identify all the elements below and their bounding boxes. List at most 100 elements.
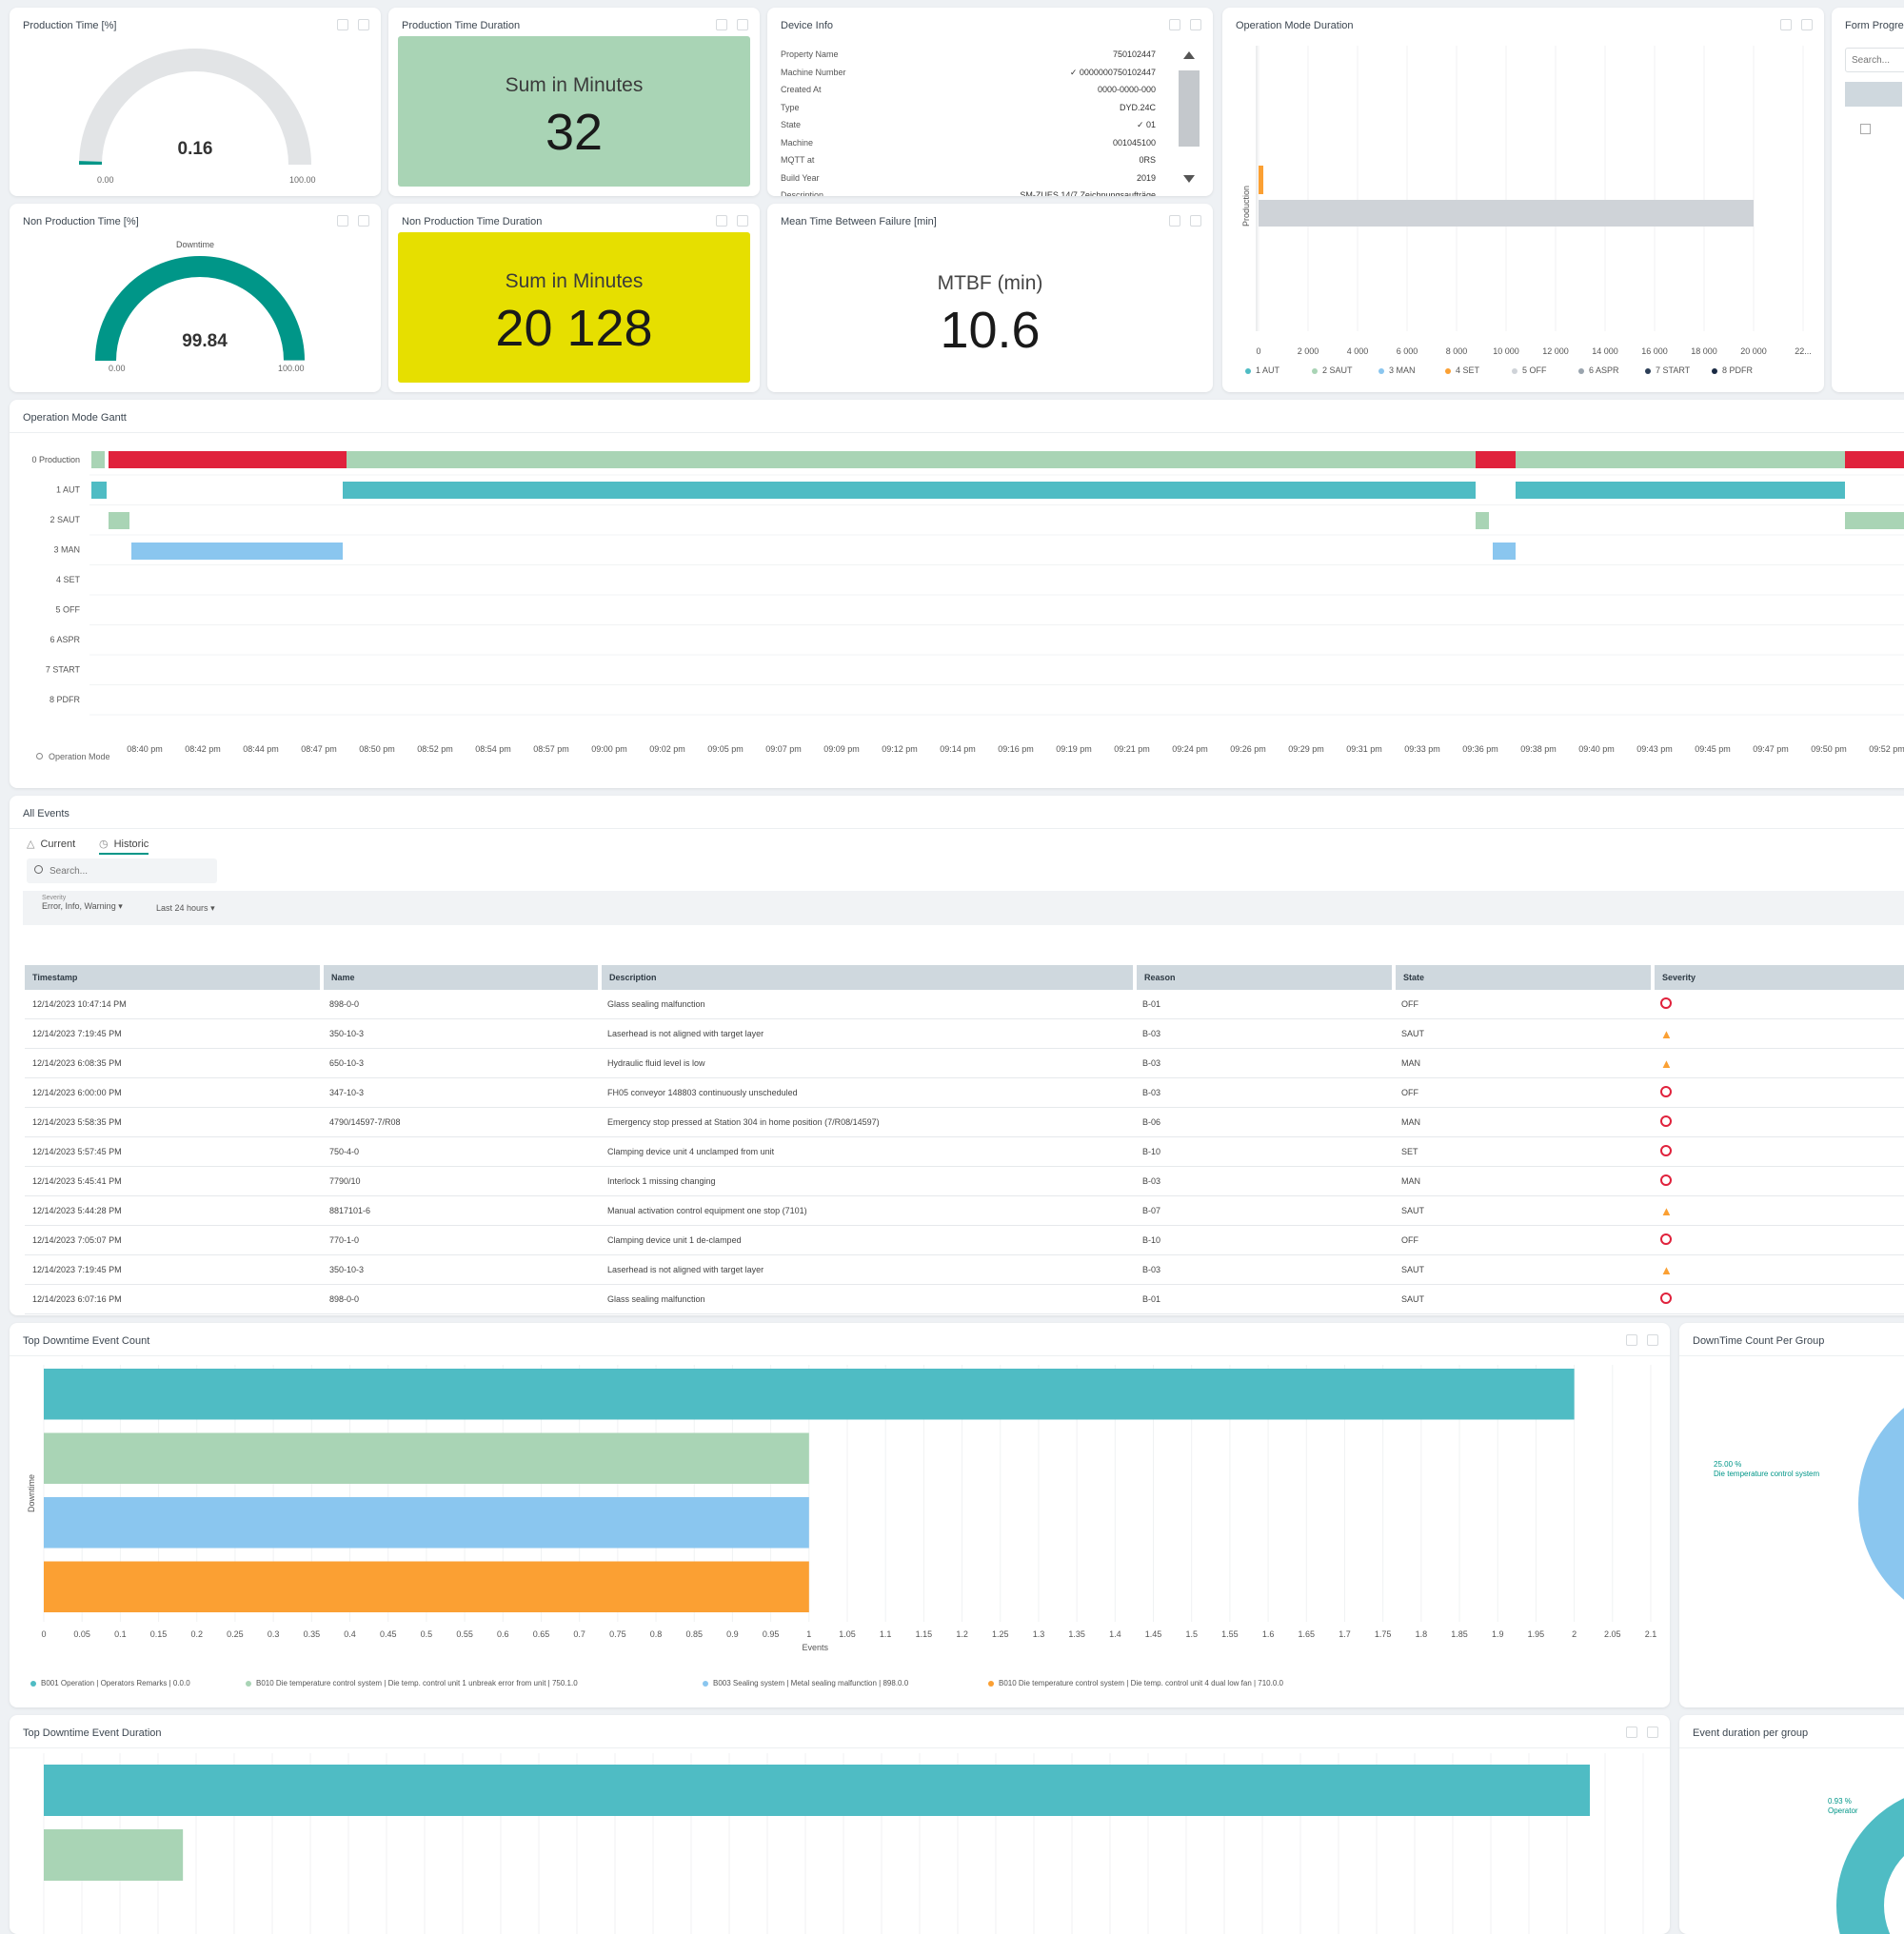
events-search-input[interactable] <box>27 858 217 883</box>
device-info-row: Created At 0000-0000-000 <box>781 85 1156 102</box>
expand-icon[interactable] <box>1626 1334 1637 1346</box>
table-row[interactable]: 12/14/2023 7:19:45 PM 350-10-3 Laserhead i… <box>25 1254 1904 1285</box>
tile-label: Sum in Minutes <box>505 270 644 292</box>
table-row[interactable]: 12/14/2023 5:44:28 PM 8817101-6 Manual act… <box>25 1195 1904 1226</box>
legend-item[interactable]: 1 AUT <box>1245 365 1279 375</box>
non-production-time-gauge-card: Non Production Time [%] Downtime 99.84 0… <box>10 204 381 392</box>
table-row[interactable]: 12/14/2023 7:05:07 PM 770-1-0 Clamping dev… <box>25 1225 1904 1255</box>
column-header[interactable]: Name <box>322 965 602 990</box>
cell-severity <box>1653 990 1904 1019</box>
scroll-down-icon[interactable] <box>1183 175 1195 183</box>
legend-item[interactable]: B010 Die temperature control system | Di… <box>988 1679 1283 1687</box>
gantt-legend[interactable]: Operation Mode <box>36 752 110 761</box>
legend-item[interactable]: 7 START <box>1645 365 1690 375</box>
expand-icon[interactable] <box>716 19 727 30</box>
bar[interactable] <box>44 1765 1590 1816</box>
gantt-time-label: 09:31 pm <box>1346 744 1382 754</box>
cell-ts: 12/14/2023 7:19:45 PM <box>25 1254 322 1285</box>
filter-value: Error, Info, Warning <box>42 901 116 911</box>
cell-severity <box>1653 1225 1904 1255</box>
cell-name: 898-0-0 <box>322 1284 600 1314</box>
legend-item[interactable]: 5 OFF <box>1512 365 1547 375</box>
settings-icon[interactable] <box>358 19 369 30</box>
settings-icon[interactable] <box>1647 1334 1658 1346</box>
gantt-time-label: 09:19 pm <box>1056 744 1092 754</box>
expand-icon[interactable] <box>1169 215 1180 227</box>
x-tick-label: 0.2 <box>191 1629 204 1639</box>
expand-icon[interactable] <box>337 215 348 227</box>
form-search-input[interactable] <box>1845 48 1904 72</box>
settings-icon[interactable] <box>1190 19 1201 30</box>
legend-item[interactable]: 2 SAUT <box>1312 365 1353 375</box>
bar[interactable] <box>44 1432 809 1485</box>
x-ticks: 0 2 000 4 000 6 000 8 000 10 000 12 000 14 000 1… <box>1256 346 1811 356</box>
pie-slice[interactable] <box>1858 1408 1904 1600</box>
table-row[interactable]: 12/14/2023 6:07:16 PM 898-0-0 Glass sealin… <box>25 1284 1904 1314</box>
settings-icon[interactable] <box>737 215 748 227</box>
expand-icon[interactable] <box>1626 1727 1637 1738</box>
bar[interactable] <box>44 1829 184 1881</box>
legend-item[interactable]: 8 PDFR <box>1712 365 1753 375</box>
card-title: Top Downtime Event Count <box>23 1335 150 1347</box>
bar[interactable] <box>44 1561 809 1613</box>
gantt-time-label: 09:38 pm <box>1520 744 1557 754</box>
time-filter[interactable]: Last 24 hours ▾ <box>156 903 215 914</box>
bar[interactable] <box>44 1497 809 1549</box>
cell-desc: FH05 conveyor 148803 continuously unsche… <box>600 1077 1135 1108</box>
legend-item[interactable]: B003 Sealing system | Metal sealing malf… <box>703 1679 908 1687</box>
column-header[interactable]: Timestamp <box>25 965 324 990</box>
legend-label: 3 MAN <box>1389 365 1416 375</box>
gantt-time-label: 09:36 pm <box>1462 744 1498 754</box>
scroll-up-icon[interactable] <box>1183 51 1195 59</box>
legend-item[interactable]: B001 Operation | Operators Remarks | 0.0… <box>30 1679 190 1687</box>
x-tick-label: 0.4 <box>344 1629 356 1639</box>
table-row[interactable]: 12/14/2023 6:08:35 PM 650-10-3 Hydraulic f… <box>25 1048 1904 1078</box>
bar[interactable] <box>44 1369 1575 1420</box>
expand-icon[interactable] <box>1169 19 1180 30</box>
column-header[interactable]: Severity <box>1653 965 1904 990</box>
table-row[interactable]: 12/14/2023 10:47:14 PM 898-0-0 Glass seali… <box>25 990 1904 1019</box>
production-duration-card: Production Time Duration Sum in Minutes … <box>388 8 760 196</box>
table-row[interactable]: 12/14/2023 6:00:00 PM 347-10-3 FH05 convey… <box>25 1077 1904 1108</box>
table-row[interactable]: 12/14/2023 7:19:45 PM 350-10-3 Laserhead i… <box>25 1018 1904 1049</box>
table-row[interactable]: 12/14/2023 5:45:41 PM 7790/10 Interlock 1 … <box>25 1166 1904 1196</box>
column-header[interactable]: Description <box>600 965 1137 990</box>
table-row[interactable]: 12/14/2023 5:58:35 PM 4790/14597-7/R08 Eme… <box>25 1107 1904 1137</box>
tab-current[interactable]: △ Current <box>27 838 75 850</box>
severity-filter[interactable]: Severity Error, Info, Warning ▾ <box>42 895 123 912</box>
device-scrollbar[interactable] <box>1177 48 1201 190</box>
settings-icon[interactable] <box>1190 215 1201 227</box>
legend-label: B010 Die temperature control system | Di… <box>999 1679 1283 1687</box>
cell-severity <box>1653 1107 1904 1137</box>
settings-icon[interactable] <box>358 215 369 227</box>
settings-icon[interactable] <box>737 19 748 30</box>
expand-icon[interactable] <box>716 215 727 227</box>
legend-item[interactable]: 6 ASPR <box>1578 365 1619 375</box>
device-info-row: Description SM-ZUES 14/7 Zeichnungsaufträ… <box>781 190 1156 196</box>
legend-item[interactable]: 4 SET <box>1445 365 1479 375</box>
cell-name: 750-4-0 <box>322 1136 600 1167</box>
form-checkbox[interactable] <box>1860 124 1871 134</box>
gantt-row-label: 5 OFF <box>55 605 80 615</box>
scroll-thumb[interactable] <box>1179 70 1200 147</box>
expand-icon[interactable] <box>337 19 348 30</box>
cell-desc: Clamping device unit 4 unclamped from un… <box>600 1136 1135 1167</box>
x-axis-label: Events <box>802 1643 828 1652</box>
settings-icon[interactable] <box>1647 1727 1658 1738</box>
table-row[interactable]: 12/14/2023 5:57:45 PM 750-4-0 Clamping dev… <box>25 1136 1904 1167</box>
gantt-row-label: 3 MAN <box>53 545 80 555</box>
expand-icon[interactable] <box>1780 19 1792 30</box>
tab-historic[interactable]: ◷ Historic <box>99 838 149 855</box>
gantt-time-label: 09:45 pm <box>1695 744 1731 754</box>
x-tick-label: 0.5 <box>421 1629 433 1639</box>
legend-item[interactable]: B010 Die temperature control system | Di… <box>246 1679 578 1687</box>
cell-ts: 12/14/2023 5:58:35 PM <box>25 1107 322 1137</box>
gantt-row-label: 0 Production <box>31 455 80 464</box>
column-header[interactable]: Reason <box>1135 965 1396 990</box>
column-header[interactable]: State <box>1394 965 1655 990</box>
cell-name: 8817101-6 <box>322 1195 600 1226</box>
card-divider <box>10 828 1904 829</box>
gantt-time-label: 09:00 pm <box>591 744 627 754</box>
settings-icon[interactable] <box>1801 19 1813 30</box>
legend-item[interactable]: 3 MAN <box>1378 365 1416 375</box>
